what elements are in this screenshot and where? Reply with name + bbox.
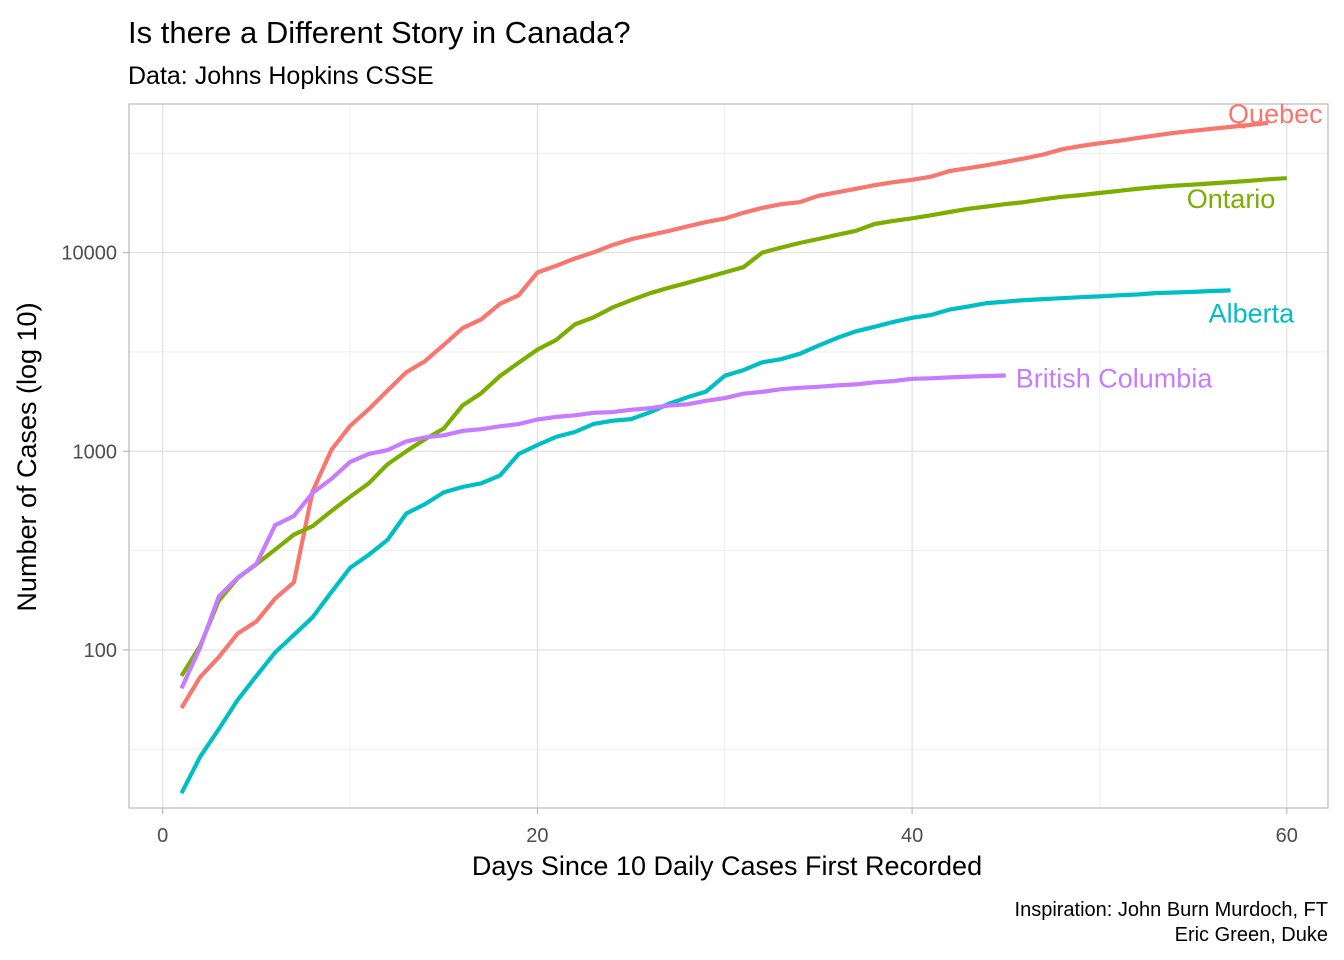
y-tick-label: 1000 (73, 441, 118, 463)
chart-title: Is there a Different Story in Canada? (128, 15, 631, 50)
minor-gridlines (129, 104, 1328, 808)
series-labels: Quebec Ontario Alberta British Columbia (1016, 99, 1323, 394)
y-axis-title: Number of Cases (log 10) (12, 302, 42, 611)
x-tick-label: 40 (901, 825, 923, 847)
plot-panel-border (128, 103, 1329, 809)
caption-line-1: Inspiration: John Burn Murdoch, FT (1015, 899, 1328, 921)
series-label-ontario: Ontario (1187, 184, 1276, 214)
caption-line-2: Eric Green, Duke (1175, 924, 1328, 946)
line-ontario (179, 176, 1287, 678)
x-axis-title: Days Since 10 Daily Cases First Recorded (472, 851, 982, 881)
line-quebec (179, 120, 1269, 710)
series-label-alberta: Alberta (1209, 298, 1296, 328)
x-tick-label: 20 (526, 825, 548, 847)
y-tick-label: 100 (84, 640, 117, 662)
line-alberta (179, 288, 1231, 795)
x-tick-label: 0 (157, 825, 168, 847)
chart-subtitle: Data: Johns Hopkins CSSE (128, 62, 434, 90)
y-axis-ticks: 100 1000 10000 (61, 243, 129, 662)
major-gridlines (129, 104, 1328, 808)
series-label-quebec: Quebec (1228, 99, 1323, 129)
series-label-british-columbia: British Columbia (1016, 363, 1214, 393)
x-axis-ticks: 0 20 40 60 (157, 808, 1298, 847)
y-tick-label: 10000 (61, 243, 117, 265)
line-british-columbia (179, 373, 1006, 690)
series-lines (179, 120, 1287, 795)
x-tick-label: 60 (1276, 825, 1298, 847)
